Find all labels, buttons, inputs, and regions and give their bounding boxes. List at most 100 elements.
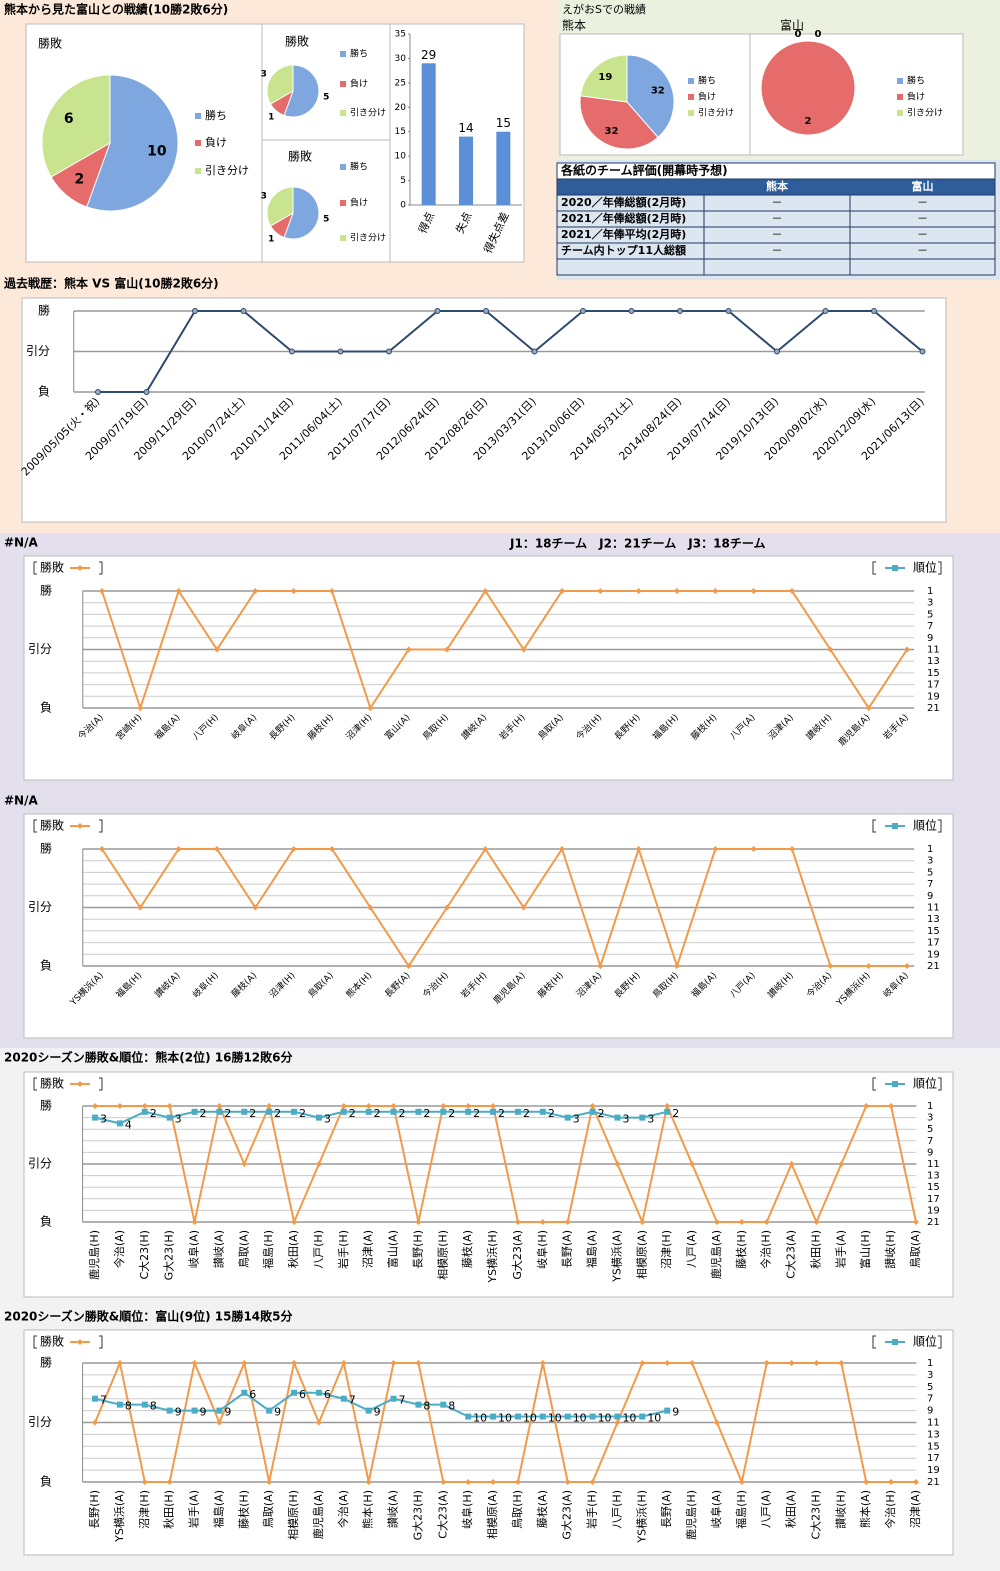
y-tick-label: 引分 bbox=[26, 344, 50, 358]
data-label: 6 bbox=[64, 111, 74, 127]
x-tick-label: 讃岐(H) bbox=[884, 1230, 897, 1269]
marker bbox=[597, 963, 604, 969]
marker bbox=[98, 846, 105, 852]
marker bbox=[434, 308, 441, 314]
legend-label: 勝ち bbox=[205, 108, 227, 122]
marker bbox=[713, 1419, 720, 1426]
y-tick-label: 10 bbox=[395, 152, 407, 162]
marker bbox=[514, 1479, 521, 1485]
legend-swatch bbox=[340, 200, 346, 206]
x-tick-label: 今治(H) bbox=[883, 1490, 897, 1529]
x-tick-label: 鳥取(A) bbox=[908, 1230, 922, 1268]
marker bbox=[904, 646, 911, 653]
marker bbox=[763, 1360, 770, 1366]
marker bbox=[213, 846, 220, 852]
x-tick-label: 八戸(A) bbox=[685, 1230, 698, 1268]
legend-swatch bbox=[195, 168, 201, 174]
x-tick-label: 今治(A) bbox=[336, 1490, 350, 1528]
marker bbox=[386, 348, 392, 355]
data-label: 2 bbox=[349, 1107, 356, 1120]
data-label: 10 bbox=[573, 1412, 587, 1425]
marker bbox=[763, 1219, 770, 1225]
bar bbox=[421, 63, 436, 205]
y-tick-label: 勝 bbox=[40, 1098, 52, 1113]
marker bbox=[443, 904, 450, 911]
table-header: 富山 bbox=[912, 179, 934, 193]
league-note: J1：18チーム J2：21チーム J3：18チーム bbox=[509, 537, 765, 551]
x-tick-label: G大23(H) bbox=[162, 1230, 176, 1280]
x-tick-label: 鹿児島(A) bbox=[311, 1490, 325, 1539]
marker bbox=[738, 1479, 745, 1485]
marker bbox=[291, 1108, 298, 1115]
marker bbox=[789, 846, 796, 852]
table-cell bbox=[703, 258, 851, 276]
marker bbox=[713, 1219, 720, 1225]
line bbox=[94, 1110, 668, 1125]
legend-swatch bbox=[340, 51, 346, 57]
y2-tick-label: 7 bbox=[927, 1136, 933, 1147]
legend-bracket bbox=[938, 561, 942, 575]
y-tick-label: 引分 bbox=[28, 1157, 52, 1171]
marker bbox=[415, 1360, 422, 1366]
y2-tick-label: 19 bbox=[927, 1205, 940, 1216]
chart-title: 2020シーズン勝敗&順位：熊本(2位) 16勝12敗6分 bbox=[4, 1050, 293, 1065]
table-cell bbox=[849, 258, 996, 276]
x-tick-label: C大23(A) bbox=[435, 1490, 449, 1539]
bar bbox=[459, 136, 473, 205]
pie-slice bbox=[579, 95, 659, 150]
data-label: 7 bbox=[100, 1394, 107, 1407]
marker bbox=[483, 308, 489, 314]
y2-tick-label: 1 bbox=[927, 586, 933, 597]
marker bbox=[440, 1401, 447, 1408]
y-tick-label: 引分 bbox=[28, 642, 52, 656]
data-label: 3 bbox=[573, 1113, 580, 1126]
marker bbox=[774, 348, 780, 355]
chart-box bbox=[21, 297, 947, 523]
marker bbox=[241, 1389, 248, 1396]
y-tick-label: 35 bbox=[395, 30, 406, 40]
marker bbox=[240, 308, 247, 314]
x-tick-label: G大23(A) bbox=[510, 1230, 524, 1280]
legend-label: 勝敗 bbox=[40, 1076, 64, 1091]
marker bbox=[490, 1103, 497, 1109]
legend-label: 順位 bbox=[913, 818, 937, 833]
pie-slice bbox=[41, 74, 111, 178]
marker bbox=[315, 1389, 322, 1396]
y2-tick-label: 19 bbox=[927, 1465, 940, 1476]
marker bbox=[98, 588, 105, 594]
legend-bracket bbox=[872, 1335, 876, 1349]
data-label: 1 bbox=[268, 112, 274, 122]
chart-title: 勝敗 bbox=[285, 34, 309, 49]
marker bbox=[559, 846, 566, 852]
y2-tick-label: 15 bbox=[927, 1441, 940, 1452]
x-tick-label: 八戸(A) bbox=[760, 1490, 773, 1528]
marker bbox=[92, 1114, 99, 1121]
y2-tick-label: 3 bbox=[927, 1113, 933, 1124]
marker bbox=[750, 588, 757, 594]
y2-tick-label: 11 bbox=[927, 903, 940, 914]
marker bbox=[340, 1108, 347, 1115]
marker bbox=[290, 846, 297, 852]
legend-bracket bbox=[33, 561, 37, 575]
marker bbox=[888, 1103, 895, 1109]
legend-label: 負け bbox=[907, 91, 925, 103]
x-tick-label: YS横浜(H) bbox=[634, 1490, 648, 1544]
marker bbox=[564, 1479, 571, 1485]
marker bbox=[365, 1479, 372, 1485]
chart-title: 過去戦歴：熊本 VS 富山(10勝2敗6分) bbox=[3, 276, 219, 291]
marker bbox=[635, 846, 642, 852]
data-label: 0 bbox=[795, 29, 802, 40]
marker bbox=[919, 348, 926, 355]
marker bbox=[871, 308, 877, 314]
y-tick-label: 0 bbox=[400, 201, 406, 211]
legend-marker bbox=[892, 823, 898, 829]
y-tick-label: 25 bbox=[395, 78, 406, 88]
marker bbox=[390, 1395, 397, 1402]
marker bbox=[405, 646, 412, 653]
marker bbox=[116, 1103, 123, 1109]
marker bbox=[863, 1479, 870, 1485]
legend-swatch bbox=[688, 110, 694, 116]
y2-tick-label: 17 bbox=[927, 680, 940, 691]
data-label: 1 bbox=[268, 234, 274, 244]
data-label: 2 bbox=[805, 116, 812, 127]
